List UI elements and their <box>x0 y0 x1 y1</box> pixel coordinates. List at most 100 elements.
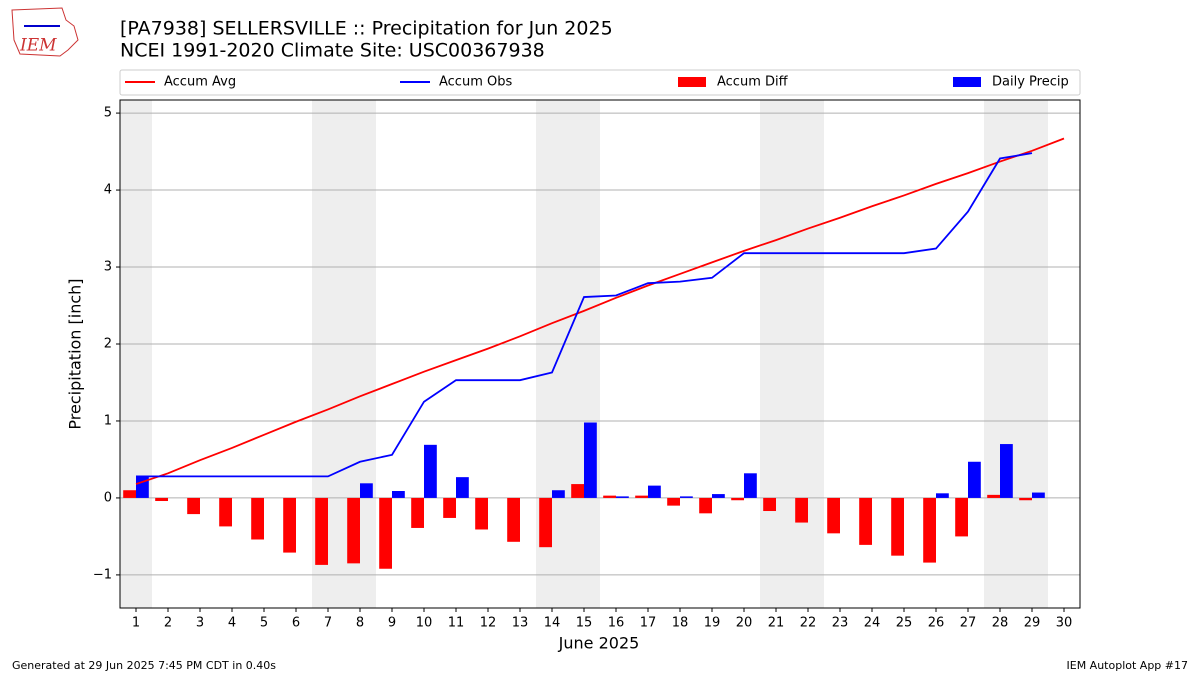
x-tick-label: 27 <box>960 616 977 631</box>
footer-right: IEM Autoplot App #17 <box>1067 659 1189 672</box>
x-tick-label: 11 <box>448 616 465 631</box>
legend-box <box>119 69 1081 96</box>
y-tick-label: 4 <box>104 183 112 198</box>
bar <box>379 497 392 569</box>
bar <box>955 497 968 537</box>
chart-subtitle: NCEI 1991-2020 Climate Site: USC00367938 <box>120 40 545 62</box>
x-tick-label: 14 <box>544 616 561 631</box>
bar <box>891 497 904 556</box>
x-tick-label: 28 <box>992 616 1009 631</box>
logo-text: IEM <box>19 36 57 56</box>
bar <box>411 497 424 528</box>
bar <box>936 493 949 498</box>
x-tick-label: 26 <box>928 616 945 631</box>
bar <box>968 461 981 498</box>
x-tick-label: 9 <box>388 616 396 631</box>
bar <box>552 490 565 498</box>
x-tick-label: 15 <box>576 616 593 631</box>
shade <box>760 100 824 608</box>
bar <box>1000 444 1013 498</box>
x-tick-label: 24 <box>864 616 881 631</box>
bar <box>712 494 725 498</box>
bar <box>283 497 296 553</box>
x-axis-label: June 2025 <box>558 634 640 653</box>
bar <box>648 485 661 498</box>
bar <box>616 496 629 498</box>
x-tick-label: 18 <box>672 616 689 631</box>
bar <box>443 497 456 518</box>
bar <box>123 490 136 498</box>
y-tick-label: 5 <box>104 106 112 121</box>
y-tick-label: 2 <box>104 336 112 351</box>
legend-label: Accum Avg <box>164 75 236 90</box>
x-tick-label: 30 <box>1056 616 1073 631</box>
bar <box>667 497 680 506</box>
bar <box>744 473 757 498</box>
bar <box>539 497 552 548</box>
bar <box>1019 497 1032 501</box>
y-tick-label: −1 <box>93 567 112 582</box>
x-tick-label: 2 <box>164 616 172 631</box>
x-tick-label: 3 <box>196 616 204 631</box>
plot-frame <box>119 99 1081 609</box>
x-tick-label: 29 <box>1024 616 1041 631</box>
x-tick-label: 8 <box>356 616 364 631</box>
x-tick-label: 20 <box>736 616 753 631</box>
logo: IEM <box>11 7 79 57</box>
bar <box>155 497 168 502</box>
legend-swatch <box>678 77 706 87</box>
y-tick-label: 3 <box>104 260 112 275</box>
bar <box>475 497 488 530</box>
bar <box>219 497 232 527</box>
x-tick-label: 4 <box>228 616 236 631</box>
line <box>136 152 1033 478</box>
bar <box>424 444 437 498</box>
x-tick-label: 5 <box>260 616 268 631</box>
bar <box>584 422 597 498</box>
bar <box>251 497 264 540</box>
bar <box>392 491 405 498</box>
shade <box>120 100 152 608</box>
bar <box>635 495 648 498</box>
bar <box>680 496 693 498</box>
bar <box>987 494 1000 498</box>
bar <box>827 497 840 534</box>
weekend-shading <box>120 100 1048 608</box>
x-tick-label: 12 <box>480 616 497 631</box>
bar <box>795 497 808 523</box>
legend-swatch <box>953 77 981 87</box>
x-tick-label: 21 <box>768 616 785 631</box>
bar <box>603 495 616 498</box>
y-tick-label: 1 <box>104 413 112 428</box>
x-tick-label: 1 <box>132 616 140 631</box>
x-tick-label: 13 <box>512 616 529 631</box>
bar <box>571 484 584 498</box>
footer-left: Generated at 29 Jun 2025 7:45 PM CDT in … <box>12 659 276 672</box>
bar <box>731 497 744 501</box>
bar <box>187 497 200 515</box>
x-tick-label: 7 <box>324 616 332 631</box>
x-tick-label: 22 <box>800 616 817 631</box>
shade <box>984 100 1048 608</box>
x-tick-label: 16 <box>608 616 625 631</box>
legend-label: Daily Precip <box>992 75 1069 90</box>
y-tick-label: 0 <box>104 490 112 505</box>
chart-title: [PA7938] SELLERSVILLE :: Precipitation f… <box>120 18 613 40</box>
bar <box>923 497 936 563</box>
x-tick-label: 10 <box>416 616 433 631</box>
bar <box>507 497 520 542</box>
bar <box>859 497 872 545</box>
bar <box>456 477 469 498</box>
x-tick-label: 19 <box>704 616 721 631</box>
line <box>135 137 1065 485</box>
legend-label: Accum Diff <box>717 75 789 90</box>
legend-label: Accum Obs <box>439 75 512 90</box>
bar <box>347 497 360 564</box>
bar <box>315 497 328 565</box>
bar <box>1032 492 1045 498</box>
x-tick-label: 23 <box>832 616 849 631</box>
x-tick-label: 6 <box>292 616 300 631</box>
y-axis-label: Precipitation [inch] <box>66 278 85 429</box>
bar <box>763 497 776 512</box>
